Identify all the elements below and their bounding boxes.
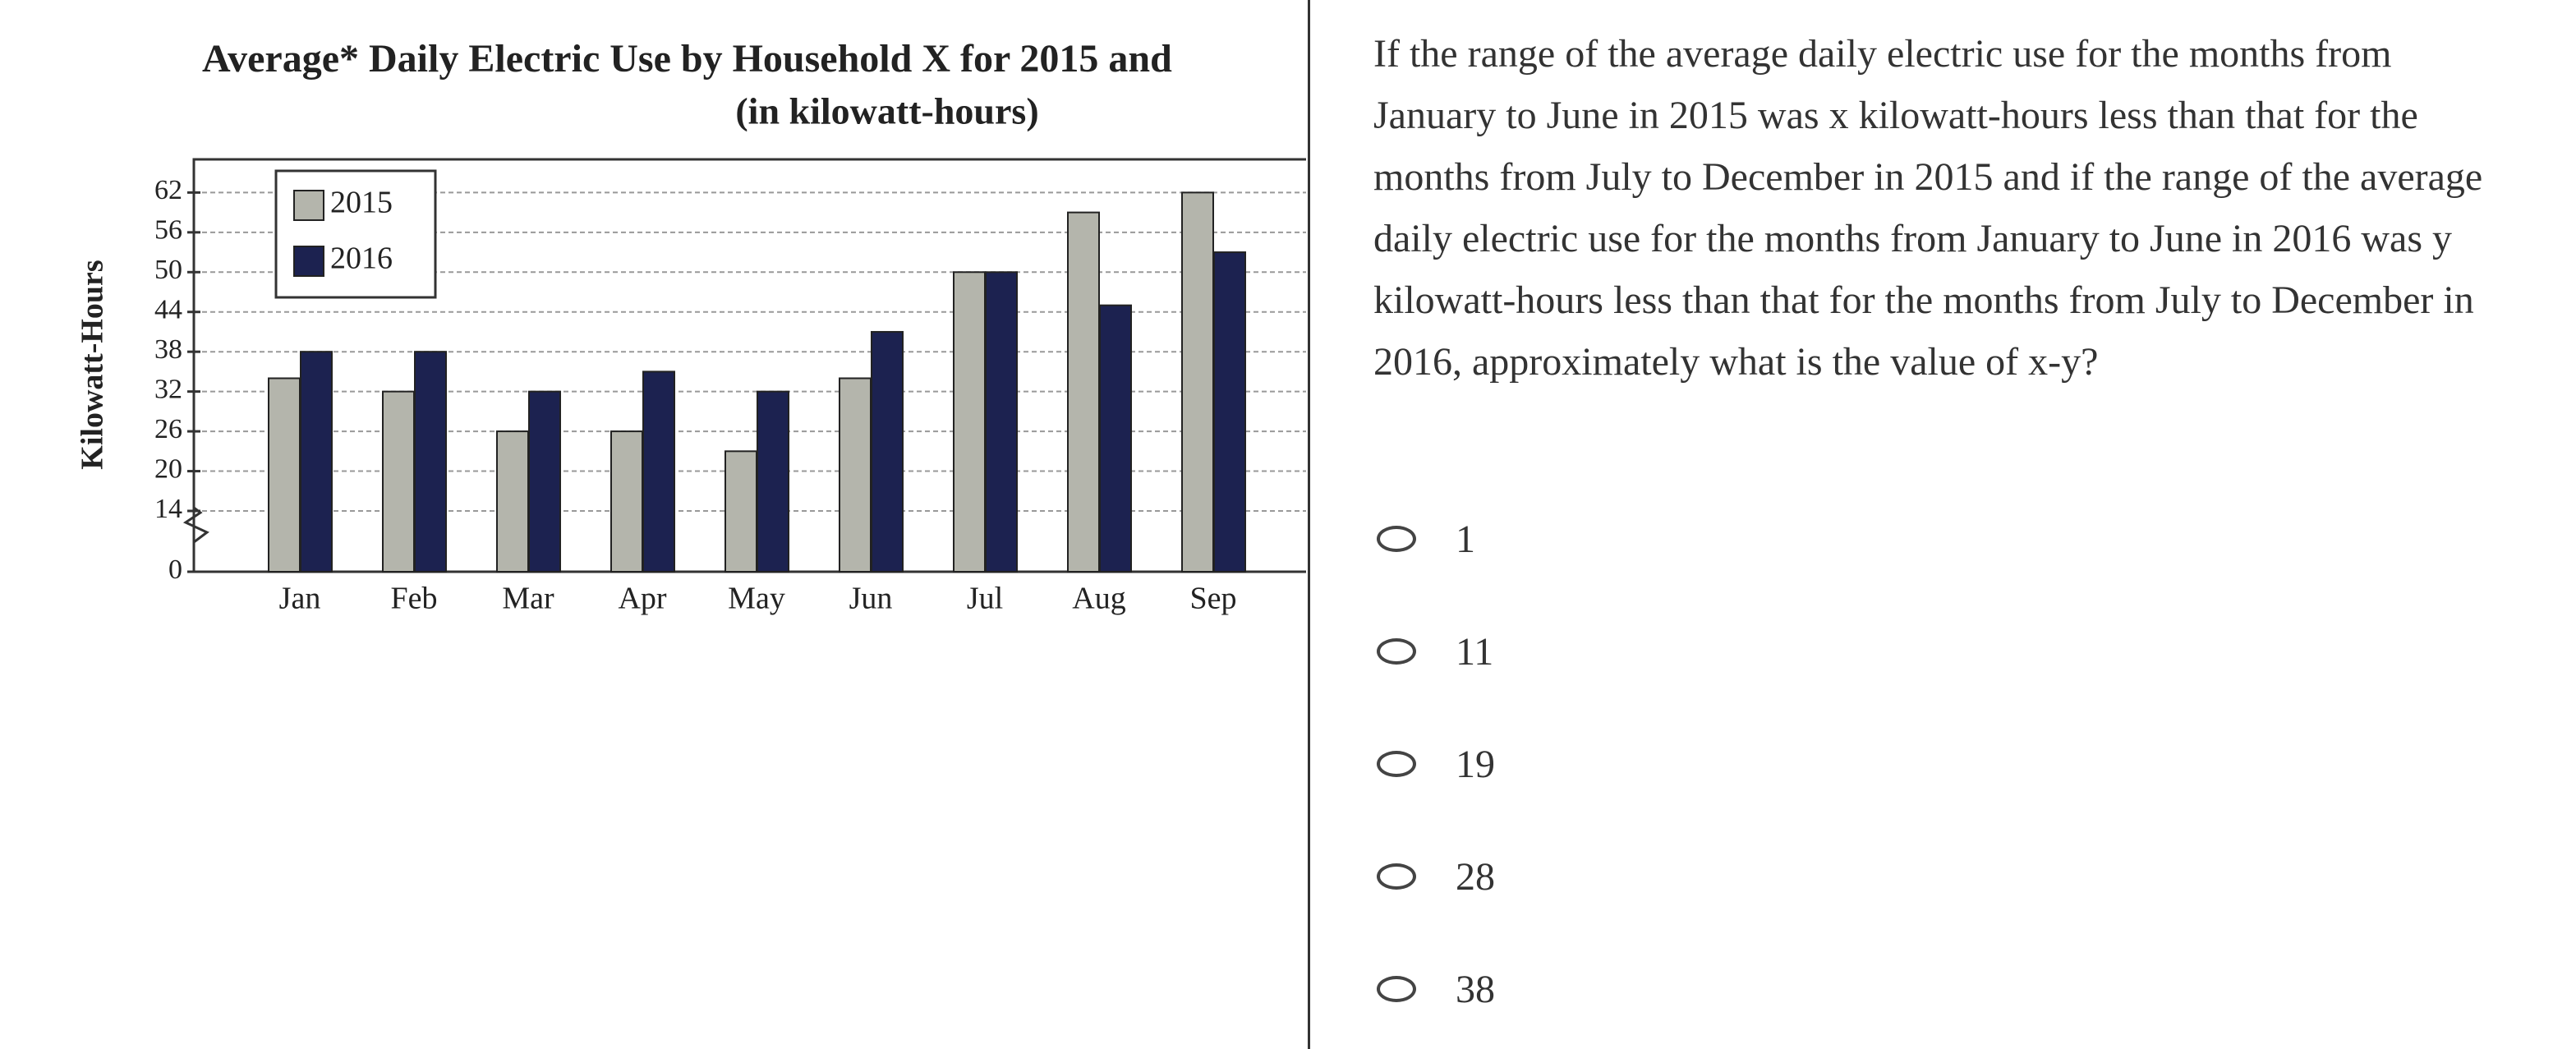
y-tick-label: 14 <box>154 494 182 524</box>
answer-option[interactable]: 1 <box>1377 514 1475 564</box>
radio-button[interactable] <box>1377 526 1416 552</box>
bar <box>953 271 986 573</box>
x-tick-label: May <box>728 582 785 616</box>
y-tick-label: 38 <box>154 334 182 365</box>
bar <box>642 370 675 573</box>
answer-option[interactable]: 38 <box>1377 964 1495 1014</box>
legend-label: 2015 <box>330 186 393 220</box>
bar <box>1181 191 1214 573</box>
axis-break <box>182 506 209 567</box>
bar <box>610 430 643 573</box>
x-tick-label: Jun <box>849 582 893 616</box>
option-label: 38 <box>1456 967 1495 1011</box>
chart-subtitle: (in kilowatt-hours) <box>735 90 1038 132</box>
bar <box>757 390 789 573</box>
answer-option[interactable]: 11 <box>1377 627 1493 676</box>
x-tick-label: Jul <box>967 582 1003 616</box>
legend-label: 2016 <box>330 242 393 276</box>
answer-option[interactable]: 19 <box>1377 739 1495 789</box>
y-tick-label: 44 <box>154 295 182 325</box>
y-tick-label: 62 <box>154 175 182 205</box>
bar <box>1067 211 1100 573</box>
bar <box>528 390 561 573</box>
answer-option[interactable]: 28 <box>1377 852 1495 901</box>
option-label: 1 <box>1456 517 1475 561</box>
bar <box>871 330 904 573</box>
legend-swatch <box>293 246 324 277</box>
bar <box>839 377 872 573</box>
y-tick-label: 26 <box>154 414 182 444</box>
legend-swatch <box>293 190 324 221</box>
bar <box>724 450 757 573</box>
bar <box>382 390 415 573</box>
x-tick-label: Sep <box>1190 582 1237 616</box>
radio-button[interactable] <box>1377 976 1416 1002</box>
radio-button[interactable] <box>1377 863 1416 890</box>
bar <box>414 351 447 573</box>
bar <box>268 377 301 573</box>
y-tick-label: 0 <box>168 554 182 585</box>
option-label: 19 <box>1456 742 1495 786</box>
x-tick-label: Aug <box>1072 582 1125 616</box>
y-tick-label: 56 <box>154 215 182 246</box>
option-label: 28 <box>1456 854 1495 899</box>
option-label: 11 <box>1456 629 1494 674</box>
bar <box>1099 304 1132 573</box>
y-tick-label: 32 <box>154 374 182 404</box>
x-tick-label: Jan <box>279 582 321 616</box>
y-tick-label: 20 <box>154 453 182 484</box>
y-tick-label: 50 <box>154 255 182 285</box>
question-text: If the range of the average daily electr… <box>1373 32 2483 384</box>
divider <box>1308 0 1310 1049</box>
bar <box>300 351 333 573</box>
x-tick-label: Feb <box>391 582 438 616</box>
bar <box>1213 251 1246 573</box>
x-tick-label: Mar <box>502 582 554 616</box>
radio-button[interactable] <box>1377 751 1416 777</box>
radio-button[interactable] <box>1377 638 1416 665</box>
bar <box>496 430 529 573</box>
y-axis-label: Kilowatt-Hours <box>76 260 110 469</box>
x-tick-label: Apr <box>618 582 666 616</box>
chart-title: Average* Daily Electric Use by Household… <box>202 37 1172 81</box>
bar <box>985 271 1018 573</box>
chart: Average* Daily Electric Use by Household… <box>76 37 1306 616</box>
